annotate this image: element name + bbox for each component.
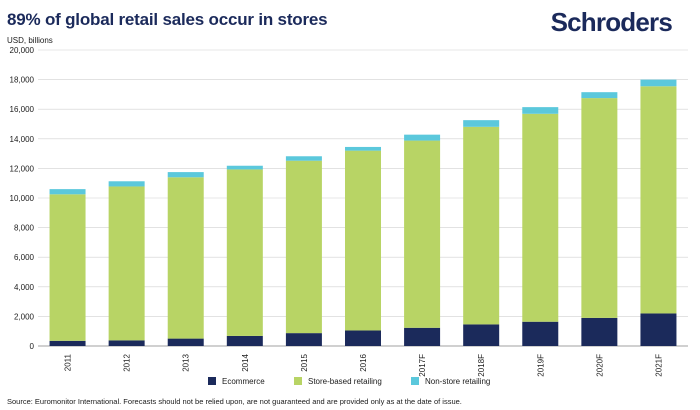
bar-ecommerce-2021F bbox=[640, 313, 677, 346]
y-tick-label: 18,000 bbox=[10, 76, 35, 85]
y-tick-label: 10,000 bbox=[10, 194, 35, 203]
x-tick-label: 2016 bbox=[359, 353, 368, 371]
bar-ecommerce-2014 bbox=[226, 335, 263, 346]
stacked-bar-chart: 0 2,000 4,000 6,000 8,000 10,000 12,000 14,000 1… bbox=[10, 46, 688, 386]
legend-swatch-nonstore bbox=[411, 377, 419, 385]
bar-ecommerce-2020F bbox=[581, 317, 618, 346]
y-axis-ticks: 0 2,000 4,000 6,000 8,000 10,000 12,000 14,000 1… bbox=[10, 46, 35, 351]
y-tick-label: 4,000 bbox=[14, 283, 35, 292]
bar-ecommerce-2018F bbox=[463, 324, 500, 346]
bar-ecommerce-2016 bbox=[345, 330, 381, 346]
bar-nonstore-2013 bbox=[167, 172, 204, 178]
bar-store-2017F bbox=[404, 140, 441, 328]
x-tick-label: 2011 bbox=[64, 353, 73, 371]
bar-store-2014 bbox=[226, 169, 263, 336]
source-note: Source: Euromonitor International. Forec… bbox=[7, 397, 462, 406]
bar-store-2020F bbox=[581, 98, 618, 318]
bar-nonstore-2020F bbox=[581, 92, 618, 99]
bar-nonstore-2014 bbox=[226, 165, 263, 170]
bar-nonstore-2017F bbox=[404, 134, 441, 141]
x-tick-label: 2019F bbox=[536, 354, 545, 377]
bar-store-2011 bbox=[49, 194, 86, 341]
x-tick-label: 2012 bbox=[123, 353, 132, 371]
bar-store-2016 bbox=[345, 150, 381, 331]
bar-ecommerce-2011 bbox=[49, 340, 86, 346]
bar-store-2012 bbox=[108, 186, 145, 341]
bar-nonstore-2011 bbox=[49, 189, 86, 195]
x-tick-label: 2020F bbox=[595, 354, 604, 377]
x-tick-label: 2013 bbox=[182, 353, 191, 371]
legend-swatch-store bbox=[294, 377, 302, 385]
bar-nonstore-2018F bbox=[463, 120, 500, 127]
legend-label-nonstore: Non-store retailing bbox=[425, 377, 490, 386]
bar-store-2015 bbox=[285, 160, 322, 334]
bar-ecommerce-2012 bbox=[108, 340, 145, 346]
y-tick-label: 8,000 bbox=[14, 224, 35, 233]
bar-ecommerce-2015 bbox=[285, 333, 322, 346]
bars bbox=[49, 79, 677, 346]
bar-store-2021F bbox=[640, 86, 677, 314]
bar-nonstore-2021F bbox=[640, 79, 677, 87]
chart-title: 89% of global retail sales occur in stor… bbox=[7, 10, 328, 29]
bar-nonstore-2016 bbox=[345, 146, 381, 151]
legend-label-store: Store-based retailing bbox=[308, 377, 382, 386]
legend: Ecommerce Store-based retailing Non-store … bbox=[208, 377, 490, 386]
x-tick-label: 2017F bbox=[418, 354, 427, 377]
bar-nonstore-2012 bbox=[108, 181, 145, 187]
y-tick-label: 16,000 bbox=[10, 105, 35, 114]
bar-store-2018F bbox=[463, 126, 500, 325]
bar-nonstore-2019F bbox=[522, 107, 559, 114]
bar-ecommerce-2013 bbox=[167, 338, 204, 346]
y-tick-label: 6,000 bbox=[14, 253, 35, 262]
bar-ecommerce-2017F bbox=[404, 327, 441, 346]
schroders-logo: Schroders bbox=[550, 7, 673, 37]
y-tick-label: 2,000 bbox=[14, 312, 35, 321]
bar-store-2019F bbox=[522, 113, 559, 322]
x-tick-label: 2014 bbox=[241, 353, 250, 371]
bar-nonstore-2015 bbox=[285, 156, 322, 161]
y-tick-label: 14,000 bbox=[10, 135, 35, 144]
legend-label-ecommerce: Ecommerce bbox=[222, 377, 265, 386]
legend-swatch-ecommerce bbox=[208, 377, 216, 385]
x-tick-label: 2021F bbox=[654, 354, 663, 377]
bar-store-2013 bbox=[167, 177, 204, 339]
unit-label: USD, billions bbox=[7, 36, 53, 45]
x-axis-ticks: 2011 2012 2013 2014 2015 2016 2017F 2018F 2019F 2… bbox=[64, 353, 664, 376]
y-tick-label: 0 bbox=[30, 342, 35, 351]
y-tick-label: 12,000 bbox=[10, 164, 35, 173]
x-tick-label: 2018F bbox=[477, 354, 486, 377]
y-tick-label: 20,000 bbox=[10, 46, 35, 55]
x-tick-label: 2015 bbox=[300, 353, 309, 371]
bar-ecommerce-2019F bbox=[522, 321, 559, 346]
